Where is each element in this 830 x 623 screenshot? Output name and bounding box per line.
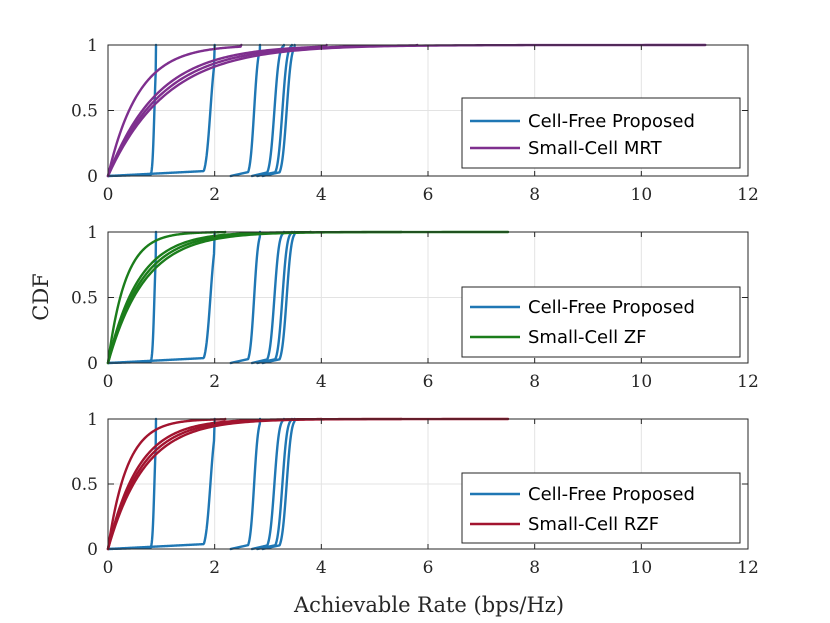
x-tick-label: 4 [316,372,327,392]
panel-rzf: 0 2 4 6 8 10 12 0 0.5 1 Cell-Free Proposed Small-… [71,410,759,578]
series-line-cell_free-3 [250,417,286,551]
legend: Cell-Free Proposed Small-Cell MRT [461,97,741,169]
x-tick-label: 2 [209,372,220,392]
series-line-mrt-7 [106,43,328,178]
series-line-cell_free-2 [229,43,262,178]
y-tick-label: 0.5 [71,102,98,122]
series-line-cell_free-2 [229,417,262,551]
curves [106,43,707,178]
series-line-mrt-6 [106,43,243,178]
y-tick-label: 1 [87,410,98,430]
series-line-cell_free-1 [106,417,216,551]
x-tick-label: 4 [316,185,327,205]
series-line-zf-6 [106,230,227,365]
series-line-cell_free-5 [261,43,296,178]
legend-frame [461,472,741,544]
y-axis-label: CDF [29,273,53,320]
x-tick-label: 8 [529,372,540,392]
series-line-cell_free-1 [106,230,216,365]
x-tick-label: 8 [529,558,540,578]
panel-zf: 0 2 4 6 8 10 12 0 0.5 1 Cell-Free Proposed Small-… [71,223,759,392]
x-tick-label: 0 [103,185,114,205]
series-line-cell_free-3 [250,43,286,178]
legend-label-cell-free: Cell-Free Proposed [528,111,695,132]
legend: Cell-Free Proposed Small-Cell ZF [461,286,741,358]
ticks: 0 2 4 6 8 10 12 0 0.5 1 [71,410,759,578]
x-tick-label: 12 [737,185,759,205]
ticks: 0 2 4 6 8 10 12 0 0.5 1 [71,223,759,392]
legend-frame [461,97,741,169]
legend-frame [461,286,741,358]
ticks: 0 2 4 6 8 10 12 0 0.5 1 [71,36,759,205]
legend-label-mrt: Small-Cell MRT [528,138,663,159]
series-line-cell_free-2 [229,230,262,365]
x-tick-label: 2 [209,185,220,205]
x-tick-label: 0 [103,372,114,392]
x-tick-label: 0 [103,558,114,578]
x-tick-label: 10 [631,558,653,578]
x-tick-label: 4 [316,558,327,578]
series-line-rzf-6 [106,417,227,551]
x-axis-label: Achievable Rate (bps/Hz) [293,593,564,617]
y-tick-label: 0 [87,540,98,560]
y-tick-label: 1 [87,223,98,243]
legend-label-rzf: Small-Cell RZF [528,514,659,535]
x-tick-label: 6 [423,185,434,205]
x-tick-label: 2 [209,558,220,578]
series-line-cell_free-1 [106,43,216,178]
legend-label-cell-free: Cell-Free Proposed [528,484,695,505]
series-line-cell_free-5 [261,417,296,551]
legend-label-cell-free: Cell-Free Proposed [528,297,695,318]
legend: Cell-Free Proposed Small-Cell RZF [461,472,741,544]
y-tick-label: 0.5 [71,475,98,495]
series-line-cell_free-3 [250,230,286,365]
panel-mrt: 0 2 4 6 8 10 12 0 0.5 1 Cell-Free Proposed Small-… [71,36,759,205]
x-tick-label: 10 [631,185,653,205]
y-tick-label: 0 [87,354,98,374]
x-tick-label: 10 [631,372,653,392]
x-tick-label: 6 [423,558,434,578]
x-tick-label: 6 [423,372,434,392]
series-line-cell_free-5 [261,230,296,365]
y-tick-label: 0 [87,167,98,187]
x-tick-label: 12 [737,558,759,578]
curves [106,230,510,365]
y-tick-label: 1 [87,36,98,56]
x-tick-label: 8 [529,185,540,205]
x-tick-label: 12 [737,372,759,392]
y-tick-label: 0.5 [71,289,98,309]
legend-label-zf: Small-Cell ZF [528,327,647,348]
